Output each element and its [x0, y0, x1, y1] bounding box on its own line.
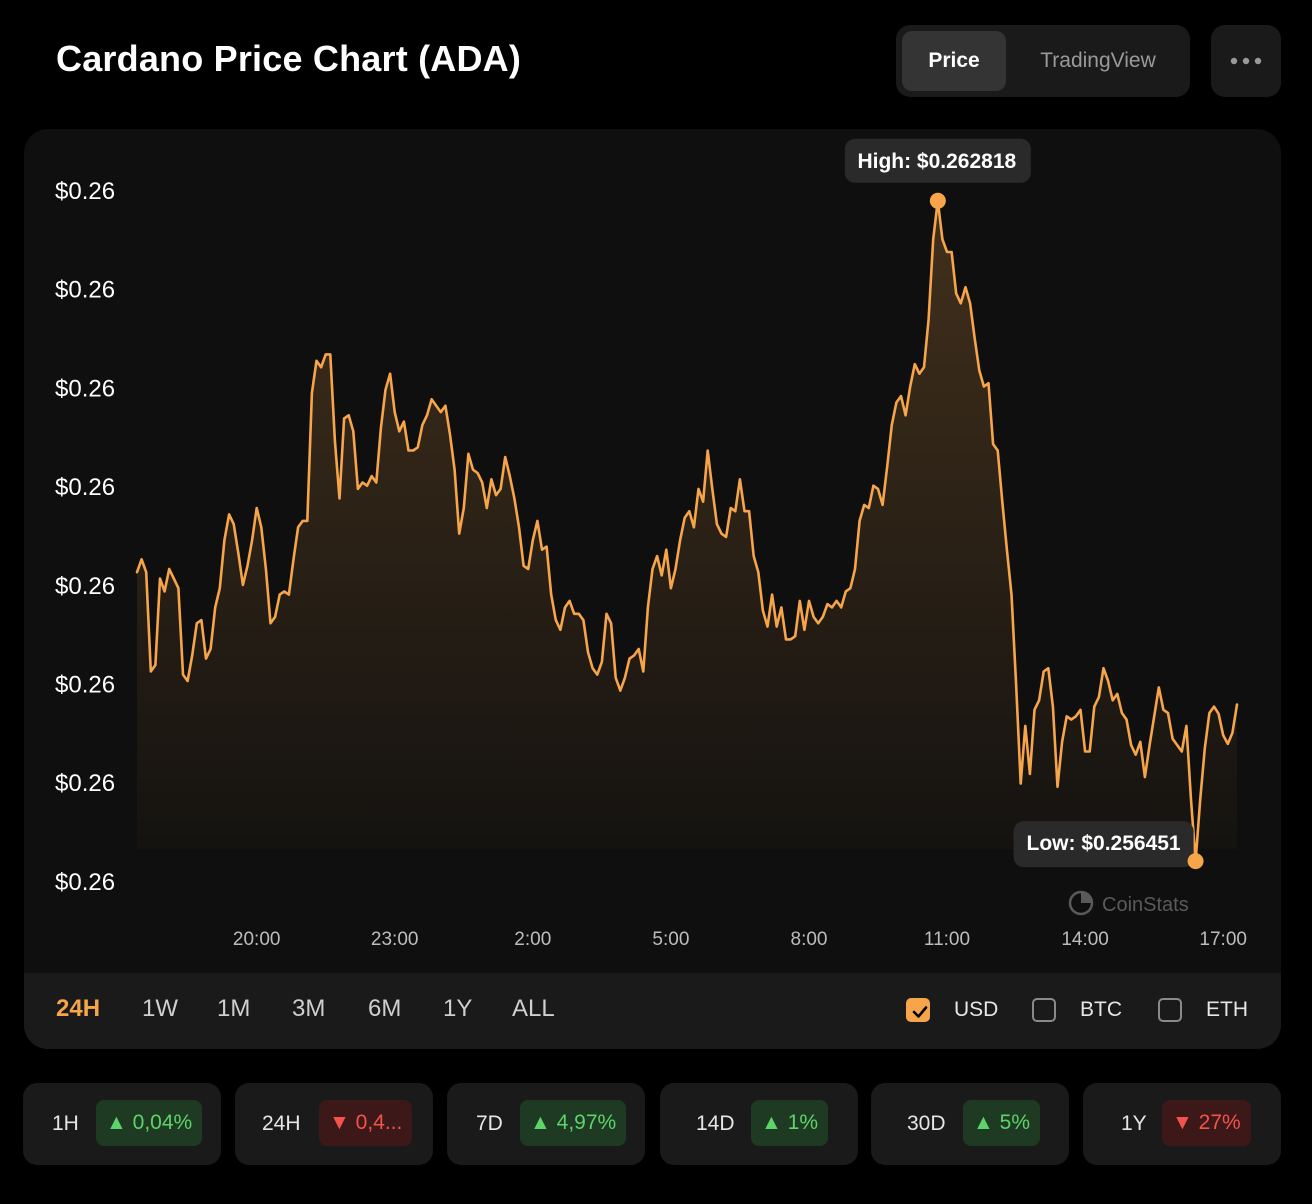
x-tick-label: 20:00: [233, 929, 281, 950]
y-tick-label: $0.26: [55, 178, 115, 205]
range-6m[interactable]: 6M: [368, 995, 402, 1022]
checkbox-usd[interactable]: [906, 998, 930, 1022]
low-marker: [1187, 853, 1204, 870]
stat-period: 14D: [696, 1112, 735, 1135]
stat-change: ▲ 4,97%: [520, 1100, 627, 1146]
stat-1y: 1Y ▼ 27%: [1083, 1083, 1281, 1165]
stat-7d: 7D ▲ 4,97%: [447, 1083, 645, 1165]
y-tick-label: $0.26: [55, 474, 115, 501]
currency-usd-toggle[interactable]: USD: [906, 992, 1006, 1028]
currency-btc-label: BTC: [1080, 998, 1122, 1021]
x-tick-label: 11:00: [924, 929, 970, 950]
stat-period: 1Y: [1121, 1112, 1147, 1135]
range-24h[interactable]: 24H: [56, 995, 101, 1022]
tab-price[interactable]: Price: [902, 31, 1006, 91]
currency-eth-toggle[interactable]: ETH: [1158, 992, 1258, 1028]
coinstats-logo-icon: [1068, 890, 1094, 916]
page-title: Cardano Price Chart (ADA): [56, 38, 522, 79]
stat-period: 24H: [262, 1112, 301, 1135]
stat-period: 7D: [476, 1112, 503, 1135]
range-1y[interactable]: 1Y: [443, 995, 473, 1022]
checkmark-icon: [912, 1006, 928, 1018]
range-all[interactable]: ALL: [512, 995, 555, 1022]
x-tick-label: 2:00: [514, 929, 551, 950]
range-1m[interactable]: 1M: [217, 995, 251, 1022]
triangle-up-icon: ▲: [973, 1111, 994, 1134]
low-label: Low: $0.256451: [1027, 832, 1181, 855]
chart-controls: 24H 1W 1M 3M 6M 1Y ALL USD BTC ETH: [24, 973, 1281, 1049]
stat-change-value: 27%: [1198, 1111, 1241, 1134]
stat-1h: 1H ▲ 0,04%: [23, 1083, 221, 1165]
triangle-up-icon: ▲: [106, 1111, 127, 1134]
price-line: [135, 199, 1239, 863]
checkbox-btc[interactable]: [1032, 998, 1056, 1022]
stat-change: ▲ 1%: [751, 1100, 828, 1146]
high-annotation: High: $0.262818: [844, 138, 1031, 209]
stat-change: ▼ 0,4...: [319, 1100, 413, 1146]
stat-14d: 14D ▲ 1%: [660, 1083, 858, 1165]
currency-eth-label: ETH: [1206, 998, 1248, 1021]
watermark-text: CoinStats: [1102, 894, 1189, 916]
y-tick-label: $0.26: [55, 770, 115, 797]
x-tick-label: 17:00: [1199, 929, 1247, 950]
y-tick-label: $0.26: [55, 869, 115, 896]
y-tick-label: $0.26: [55, 672, 115, 699]
stat-change-value: 4,97%: [556, 1111, 617, 1134]
triangle-down-icon: ▼: [1172, 1111, 1193, 1134]
price-area: [137, 200, 1237, 862]
stat-change-value: 1%: [787, 1111, 818, 1134]
stat-change: ▲ 0,04%: [96, 1100, 203, 1146]
coinstats-watermark: CoinStats: [1068, 890, 1189, 916]
more-options-button[interactable]: [1211, 25, 1281, 97]
currency-btc-toggle[interactable]: BTC: [1032, 992, 1132, 1028]
y-tick-label: $0.26: [55, 277, 115, 304]
triangle-up-icon: ▲: [530, 1111, 551, 1134]
high-marker: [929, 192, 946, 209]
stat-period: 1H: [52, 1112, 79, 1135]
stat-30d: 30D ▲ 5%: [871, 1083, 1069, 1165]
stat-change-value: 0,04%: [132, 1111, 193, 1134]
low-annotation: Low: $0.256451: [1013, 821, 1204, 870]
price-chart: $0.26 $0.26 $0.26 $0.26 $0.26 $0.26 $0.26 $0.26…: [55, 138, 1247, 950]
stat-change-value: 0,4...: [355, 1111, 403, 1134]
triangle-down-icon: ▼: [329, 1111, 350, 1134]
high-label: High: $0.262818: [857, 150, 1016, 173]
stat-change-value: 5%: [999, 1111, 1030, 1134]
y-tick-label: $0.26: [55, 573, 115, 600]
range-3m[interactable]: 3M: [292, 995, 326, 1022]
x-tick-label: 5:00: [652, 929, 689, 950]
x-tick-label: 14:00: [1061, 929, 1109, 950]
y-tick-label: $0.26: [55, 375, 115, 402]
tab-tradingview[interactable]: TradingView: [1040, 49, 1156, 72]
stat-period: 30D: [907, 1112, 946, 1135]
ellipsis-icon: [1230, 57, 1262, 65]
currency-usd-label: USD: [954, 998, 999, 1021]
x-tick-label: 8:00: [791, 929, 828, 950]
stat-24h: 24H ▼ 0,4...: [235, 1083, 433, 1165]
stat-change: ▲ 5%: [963, 1100, 1040, 1146]
checkbox-eth[interactable]: [1158, 998, 1182, 1022]
x-tick-label: 23:00: [371, 929, 419, 950]
stat-change: ▼ 27%: [1162, 1100, 1251, 1146]
chart-card: $0.26 $0.26 $0.26 $0.26 $0.26 $0.26 $0.26 $0.26…: [24, 129, 1281, 1049]
range-1w[interactable]: 1W: [142, 995, 178, 1022]
triangle-up-icon: ▲: [761, 1111, 782, 1134]
view-toggle: Price TradingView: [896, 25, 1190, 97]
